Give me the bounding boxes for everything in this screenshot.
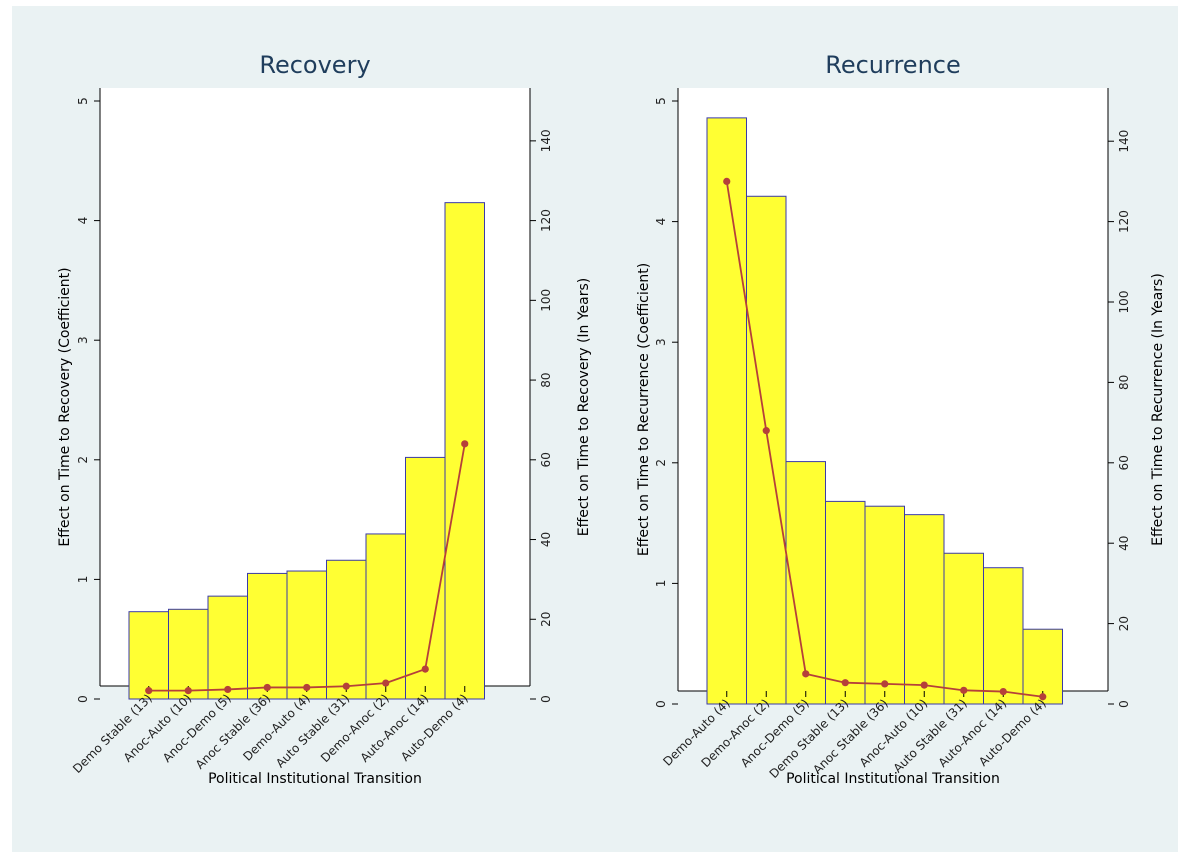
chart-title: Recovery — [259, 51, 370, 79]
y-tick-label: 4 — [654, 218, 668, 226]
y2-axis-title: Effect on Time to Recurrence (In Years) — [1150, 273, 1166, 546]
y-tick-label: 5 — [76, 97, 90, 105]
x-axis-title: Political Institutional Transition — [786, 771, 1000, 787]
y2-tick-label: 20 — [1117, 616, 1131, 631]
bar — [247, 572, 288, 700]
line-point — [342, 682, 350, 690]
y2-tick-label: 120 — [539, 209, 553, 232]
bar — [706, 117, 747, 705]
y2-tick-label: 100 — [539, 289, 553, 312]
line-point — [184, 687, 192, 695]
y-tick-label: 1 — [654, 580, 668, 588]
x-tick-label: Auto-Demo (4) — [398, 691, 471, 764]
x-tick-label: Auto-Demo (4) — [976, 696, 1049, 769]
y-tick-label: 3 — [654, 338, 668, 346]
y-tick-label: 0 — [76, 695, 90, 703]
y-tick-label: 4 — [76, 217, 90, 225]
y2-tick-label: 0 — [1117, 700, 1131, 708]
line-point — [841, 679, 849, 687]
y2-tick-label: 40 — [539, 532, 553, 547]
bar — [1022, 628, 1063, 705]
y2-tick-label: 80 — [1117, 375, 1131, 390]
y-tick-label: 3 — [76, 336, 90, 344]
y-tick-label: 0 — [654, 700, 668, 708]
bar — [825, 500, 866, 705]
bar — [904, 514, 945, 705]
x-tick-label: Demo-Auto (4) — [660, 696, 733, 769]
x-tick-label: Demo-Anoc (2) — [318, 691, 392, 765]
line-point — [802, 670, 810, 678]
line-point — [461, 440, 469, 448]
x-tick-label: Auto-Anoc (14) — [936, 696, 1010, 770]
x-tick-label: Auto-Anoc (14) — [358, 691, 432, 765]
y2-tick-label: 0 — [539, 695, 553, 703]
line-point — [224, 685, 232, 694]
x-tick-label: Anoc-Demo (5) — [160, 691, 234, 765]
bar — [405, 456, 446, 700]
bar — [785, 461, 826, 705]
bar — [943, 552, 984, 705]
x-tick-label: Demo-Auto (4) — [240, 691, 313, 764]
y-tick-label: 2 — [654, 459, 668, 467]
y2-tick-label: 140 — [539, 129, 553, 152]
bar — [128, 611, 169, 700]
y2-tick-label: 60 — [539, 452, 553, 467]
bar — [326, 559, 367, 700]
line-point — [263, 683, 271, 692]
line-point — [1039, 693, 1047, 701]
line-point — [145, 687, 153, 695]
y2-axis-title: Effect on Time to Recovery (In Years) — [576, 278, 592, 537]
chart-panel-recurrence: 0 1 2 3 4 5 0 20 40 60 80 100 120 140 Demo-Auto (4)Dem… — [636, 51, 1166, 787]
bar — [864, 505, 905, 705]
y2-tick-label: 20 — [539, 612, 553, 627]
y2-tick-label: 60 — [1117, 455, 1131, 470]
y-tick-label: 1 — [76, 576, 90, 584]
bar — [983, 567, 1024, 705]
y-tick-label: 2 — [76, 456, 90, 464]
bar — [365, 533, 406, 700]
x-tick-label: Auto Stable (31) — [273, 691, 352, 770]
figure: 0 1 2 3 4 5 0 20 40 60 80 100 120 140 Demo Stable (13)… — [12, 6, 1178, 852]
line-point — [999, 687, 1007, 696]
bar — [444, 202, 485, 700]
x-axis-title: Political Institutional Transition — [208, 771, 422, 787]
y2-tick-label: 140 — [1117, 130, 1131, 153]
x-tick-label: Anoc-Demo (5) — [738, 696, 812, 770]
line-point — [762, 427, 770, 435]
line-point — [723, 177, 731, 185]
y2-tick-label: 80 — [539, 372, 553, 387]
line-point — [960, 686, 968, 694]
line-point — [881, 680, 889, 688]
line-point — [920, 681, 928, 689]
bar — [207, 595, 248, 700]
y-tick-label: 5 — [654, 97, 668, 105]
y2-tick-label: 40 — [1117, 536, 1131, 551]
y-axis-title: Effect on Time to Recovery (Coefficient) — [57, 267, 73, 546]
bar — [168, 608, 209, 700]
x-tick-label: Anoc-Auto (10) — [121, 691, 195, 765]
y-axis-title: Effect on Time to Recurrence (Coefficien… — [636, 263, 652, 556]
x-tick-label: Demo-Anoc (2) — [698, 696, 772, 770]
bar — [286, 570, 327, 700]
y2-tick-label: 100 — [1117, 291, 1131, 314]
x-tick-label: Anoc-Auto (10) — [857, 696, 931, 770]
y2-tick-label: 120 — [1117, 210, 1131, 233]
line-point — [421, 665, 429, 673]
line-point — [303, 683, 311, 692]
line-point — [382, 679, 390, 687]
bar — [746, 195, 787, 705]
chart-title: Recurrence — [825, 51, 961, 79]
x-tick-label: Auto Stable (31) — [891, 696, 970, 775]
